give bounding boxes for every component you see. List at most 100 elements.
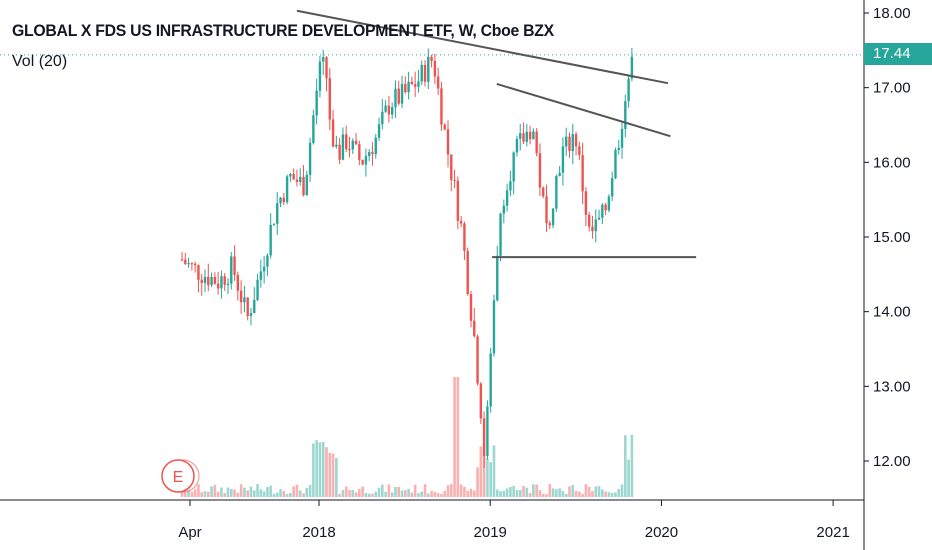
candle-up (489, 353, 492, 407)
candle-down (542, 187, 545, 197)
volume-bar (233, 489, 236, 497)
candle-down (213, 276, 217, 284)
candle-down (239, 290, 243, 303)
volume-bar (499, 491, 502, 497)
candle-down (354, 140, 358, 145)
volume-bar (351, 489, 355, 497)
time-tick-label: 2020 (645, 524, 678, 541)
earnings-circle (161, 459, 195, 493)
volume-bar (426, 493, 430, 497)
candle-down (443, 124, 446, 130)
candle-up (210, 276, 213, 286)
volume-bar (518, 489, 522, 497)
price-tick-label: 16.00 (873, 154, 911, 171)
candle-up (561, 146, 565, 173)
candle-down (469, 294, 473, 321)
volume-bar (305, 487, 309, 497)
volume-bars (180, 377, 634, 497)
volume-bar (292, 486, 295, 497)
volume-bar (223, 493, 227, 497)
volume-bar (243, 487, 246, 497)
candle-up (394, 88, 397, 108)
volume-bar (206, 491, 210, 497)
volume-bar (607, 492, 611, 497)
candle-down (180, 259, 184, 261)
volume-bar (453, 377, 456, 497)
volume-bar (374, 491, 378, 497)
candle-down (466, 250, 469, 295)
candle-up (259, 271, 263, 280)
candle-up (551, 208, 555, 226)
candle-up (565, 136, 568, 147)
volume-indicator-label[interactable]: Vol (20) (12, 53, 68, 70)
candle-up (289, 174, 292, 177)
candle-down (476, 336, 479, 384)
earnings-marker[interactable]: E (161, 459, 200, 493)
volume-bar (538, 490, 542, 497)
time-tick-label: 2018 (302, 524, 335, 541)
candle-up (266, 255, 269, 267)
candle-down (587, 214, 591, 227)
volume-bar (614, 492, 617, 497)
candle-up (417, 81, 420, 87)
volume-bar (489, 462, 492, 497)
candle-up (502, 205, 506, 214)
candle-up (305, 174, 309, 196)
candle-up (496, 255, 499, 301)
volume-bar (430, 490, 433, 497)
candle-up (558, 172, 561, 177)
price-tick-label: 15.00 (873, 229, 911, 246)
volume-bar (486, 458, 489, 497)
volume-bar (532, 484, 535, 497)
candle-up (617, 147, 620, 150)
volume-bar (331, 453, 335, 497)
volume-bar (338, 493, 341, 497)
candle-down (574, 134, 578, 147)
volume-bar (492, 445, 496, 497)
volume-bar (269, 485, 272, 497)
candle-up (312, 115, 315, 143)
volume-bar (328, 452, 332, 497)
candle-down (236, 274, 240, 291)
descending-trendline[interactable] (496, 82, 671, 138)
candle-down (482, 418, 486, 457)
volume-bar (413, 484, 417, 497)
price-tick-label: 14.00 (873, 304, 911, 321)
volume-bar (312, 443, 315, 497)
candle-up (390, 107, 394, 115)
volume-bar (617, 488, 621, 497)
volume-bar (354, 492, 358, 497)
volume-bar (259, 489, 263, 497)
candle-down (528, 131, 532, 140)
volume-bar (466, 490, 470, 497)
volume-bar (190, 491, 194, 497)
candle-up (322, 57, 325, 62)
volume-bar (361, 486, 364, 497)
volume-bar (581, 493, 584, 497)
candle-up (335, 144, 338, 147)
volume-bar (482, 456, 486, 497)
volume-bar (266, 487, 269, 497)
volume-bar (528, 493, 532, 497)
candle-up (243, 297, 246, 303)
descending-trendline[interactable] (296, 9, 669, 85)
candle-down (430, 56, 433, 61)
candle-up (351, 140, 354, 150)
candle-up (620, 128, 624, 148)
volume-bar (463, 486, 466, 497)
volume-bar (344, 486, 348, 497)
trendlines (296, 9, 697, 259)
volume-bar (423, 484, 427, 497)
candle-up (253, 299, 256, 314)
volume-bar (535, 484, 538, 497)
candle-up (226, 283, 230, 285)
candle-up (285, 176, 289, 203)
candle-up (262, 266, 266, 272)
candle-up (249, 313, 253, 317)
volume-bar (318, 442, 322, 497)
volume-bar (246, 490, 249, 497)
volume-bar (548, 484, 552, 497)
volume-bar (239, 484, 243, 497)
candle-down (302, 176, 305, 196)
